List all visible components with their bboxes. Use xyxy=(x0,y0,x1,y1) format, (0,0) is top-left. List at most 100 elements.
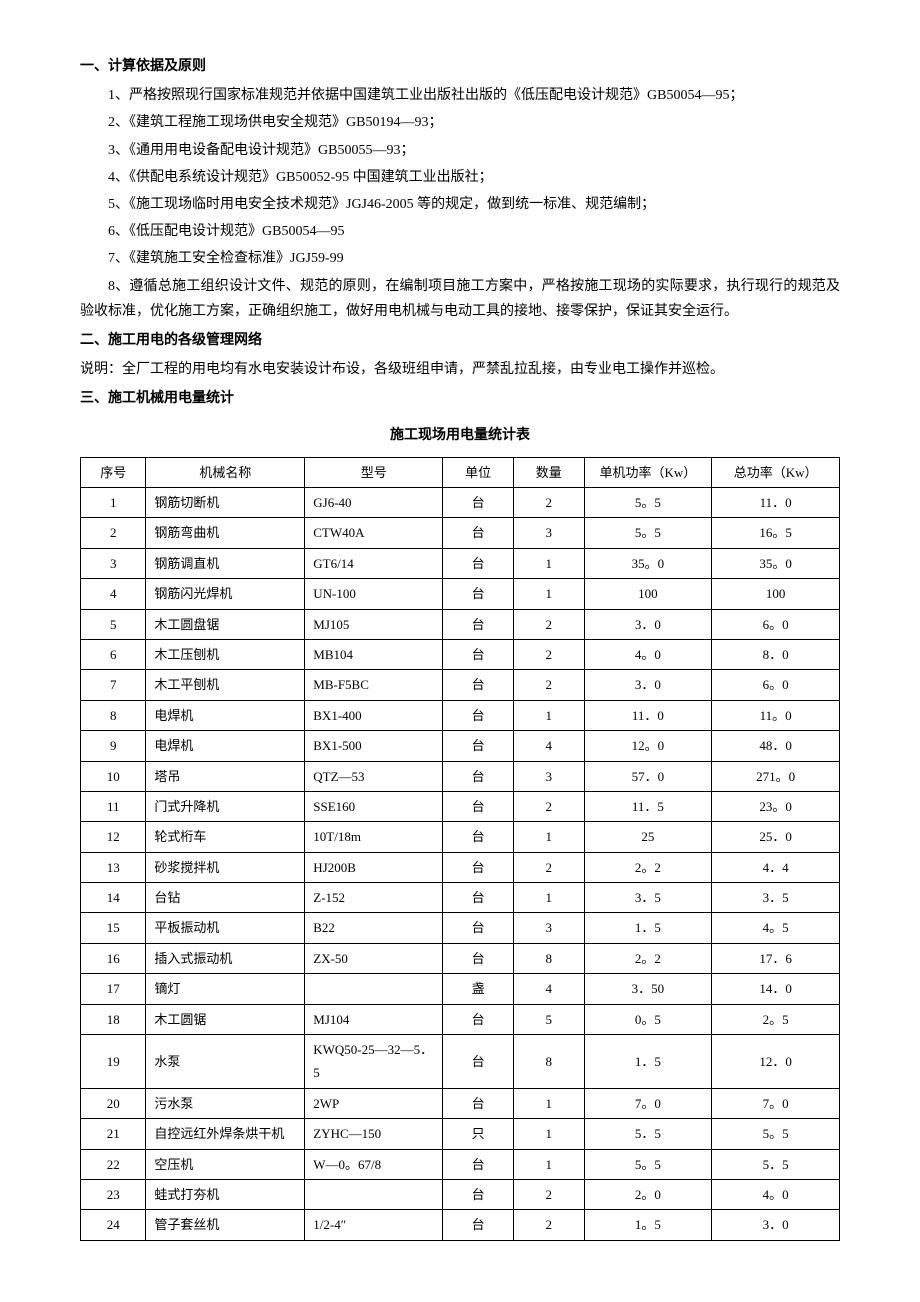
table-cell: 1 xyxy=(513,548,584,578)
table-cell: 自控远红外焊条烘干机 xyxy=(146,1119,305,1149)
table-cell: 23。0 xyxy=(712,791,840,821)
table-cell: B22 xyxy=(305,913,443,943)
table-cell: 1。5 xyxy=(584,1210,712,1240)
table-cell: 2 xyxy=(513,609,584,639)
table-body: 1钢筋切断机GJ6-40台25。511．02钢筋弯曲机CTW40A台35。516… xyxy=(81,488,840,1241)
table-cell: 17 xyxy=(81,974,146,1004)
col-header-name: 机械名称 xyxy=(146,457,305,487)
table-row: 14台钻Z-152台13．53．5 xyxy=(81,883,840,913)
table-row: 24管子套丝机1/2-4″台21。53．0 xyxy=(81,1210,840,1240)
table-cell: 8 xyxy=(513,1035,584,1089)
table-cell: 台 xyxy=(443,822,514,852)
table-cell: 只 xyxy=(443,1119,514,1149)
section-1-item-7: 7、《建筑施工安全检查标准》JGJ59-99 xyxy=(80,246,840,271)
table-cell: GJ6-40 xyxy=(305,488,443,518)
table-cell: 4．4 xyxy=(712,852,840,882)
table-cell: 镝灯 xyxy=(146,974,305,1004)
table-cell: 1 xyxy=(81,488,146,518)
table-cell: 5．5 xyxy=(712,1149,840,1179)
table-cell: 插入式振动机 xyxy=(146,943,305,973)
table-cell: 5。5 xyxy=(584,518,712,548)
table-cell: BX1-400 xyxy=(305,700,443,730)
table-cell: 7。0 xyxy=(712,1088,840,1118)
table-cell: 5．5 xyxy=(584,1119,712,1149)
table-cell xyxy=(305,1180,443,1210)
table-cell: 台 xyxy=(443,639,514,669)
table-cell: MB104 xyxy=(305,639,443,669)
col-header-model: 型号 xyxy=(305,457,443,487)
table-cell: 3．0 xyxy=(712,1210,840,1240)
table-cell: 2WP xyxy=(305,1088,443,1118)
table-cell: 台 xyxy=(443,579,514,609)
table-cell: 15 xyxy=(81,913,146,943)
table-cell: SSE160 xyxy=(305,791,443,821)
table-cell: 2。2 xyxy=(584,943,712,973)
table-cell: 11。0 xyxy=(712,700,840,730)
table-cell: 台 xyxy=(443,1149,514,1179)
table-cell: 台 xyxy=(443,1210,514,1240)
section-1-item-2: 2、《建筑工程施工现场供电安全规范》GB50194—93； xyxy=(80,110,840,135)
table-cell: 台 xyxy=(443,761,514,791)
table-cell: 14．0 xyxy=(712,974,840,1004)
table-cell: 20 xyxy=(81,1088,146,1118)
table-cell: 1 xyxy=(513,1149,584,1179)
table-cell: 电焊机 xyxy=(146,700,305,730)
table-cell: 16 xyxy=(81,943,146,973)
table-cell xyxy=(305,974,443,1004)
table-cell: 271。0 xyxy=(712,761,840,791)
table-cell: 1 xyxy=(513,1119,584,1149)
table-row: 3钢筋调直机 GT6/14台135。035。0 xyxy=(81,548,840,578)
power-usage-table: 序号 机械名称 型号 单位 数量 单机功率（Kw） 总功率（Kw） 1钢筋切断机… xyxy=(80,457,840,1241)
table-cell: 台 xyxy=(443,883,514,913)
table-cell: 3．5 xyxy=(712,883,840,913)
table-cell: 18 xyxy=(81,1004,146,1034)
table-cell: 2 xyxy=(513,791,584,821)
table-row: 20污水泵2WP台17。07。0 xyxy=(81,1088,840,1118)
table-cell: 4 xyxy=(81,579,146,609)
table-cell: 台 xyxy=(443,943,514,973)
col-header-total-power: 总功率（Kw） xyxy=(712,457,840,487)
table-cell: 2。2 xyxy=(584,852,712,882)
section-2-heading: 二、施工用电的各级管理网络 xyxy=(80,328,840,353)
col-header-unit: 单位 xyxy=(443,457,514,487)
table-cell: 8 xyxy=(81,700,146,730)
table-cell: 1 xyxy=(513,1088,584,1118)
table-cell: CTW40A xyxy=(305,518,443,548)
table-cell: 平板振动机 xyxy=(146,913,305,943)
table-cell: 8．0 xyxy=(712,639,840,669)
table-cell: 电焊机 xyxy=(146,731,305,761)
section-2-note: 说明：全厂工程的用电均有水电安装设计布设，各级班组申请，严禁乱拉乱接，由专业电工… xyxy=(80,357,840,382)
table-cell: 1 xyxy=(513,822,584,852)
table-cell: W—0。67/8 xyxy=(305,1149,443,1179)
table-cell: 钢筋调直机 xyxy=(146,548,305,578)
table-cell: 100 xyxy=(584,579,712,609)
table-cell: 2 xyxy=(513,488,584,518)
table-cell: 5 xyxy=(81,609,146,639)
col-header-qty: 数量 xyxy=(513,457,584,487)
table-row: 21自控远红外焊条烘干机ZYHC—150只15．55。5 xyxy=(81,1119,840,1149)
table-cell: 4 xyxy=(513,731,584,761)
table-cell: 台 xyxy=(443,518,514,548)
table-cell: 35。0 xyxy=(712,548,840,578)
table-cell: MJ105 xyxy=(305,609,443,639)
section-3-heading: 三、施工机械用电量统计 xyxy=(80,386,840,411)
table-cell: 17．6 xyxy=(712,943,840,973)
table-cell: 3 xyxy=(513,761,584,791)
section-1-item-8: 8、遵循总施工组织设计文件、规范的原则，在编制项目施工方案中，严格按施工现场的实… xyxy=(80,274,840,324)
table-cell: 12．0 xyxy=(712,1035,840,1089)
table-cell: 35。0 xyxy=(584,548,712,578)
table-cell: 盏 xyxy=(443,974,514,1004)
table-title: 施工现场用电量统计表 xyxy=(80,423,840,448)
table-cell: 4。0 xyxy=(712,1180,840,1210)
table-cell: 1．5 xyxy=(584,913,712,943)
table-row: 10塔吊QTZ—53台357．0271。0 xyxy=(81,761,840,791)
table-cell: 台 xyxy=(443,488,514,518)
table-cell: 2。5 xyxy=(712,1004,840,1034)
table-row: 12轮式桁车10T/18m台12525．0 xyxy=(81,822,840,852)
table-cell: 3 xyxy=(513,518,584,548)
table-cell: 污水泵 xyxy=(146,1088,305,1118)
table-cell: 2 xyxy=(513,670,584,700)
table-cell: 11．0 xyxy=(584,700,712,730)
table-row: 11门式升降机SSE160台211．523。0 xyxy=(81,791,840,821)
table-cell: QTZ—53 xyxy=(305,761,443,791)
